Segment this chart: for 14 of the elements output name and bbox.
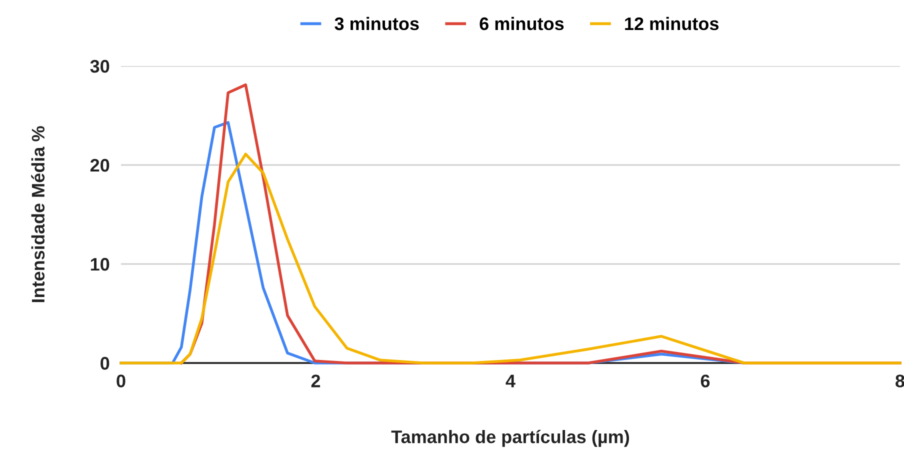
y-axis-title: Intensidade Média % [31, 126, 45, 302]
x-tick-label: 4 [506, 374, 516, 388]
x-tick-label: 6 [700, 374, 710, 388]
x-tick-label: 0 [116, 374, 126, 388]
y-tick-label: 10 [90, 258, 110, 271]
x-tick-label: 8 [896, 374, 904, 388]
x-axis-title: Tamanho de partículas (µm) [391, 430, 630, 447]
legend-label: 6 minutos [480, 16, 564, 30]
y-tick-label: 20 [90, 158, 110, 172]
legend-label: 12 minutos [625, 16, 719, 30]
legend-label: 3 minutos [334, 16, 419, 30]
y-tick-label: 30 [90, 60, 110, 73]
y-tick-label: 0 [100, 356, 110, 370]
x-tick-label: 2 [311, 374, 320, 388]
